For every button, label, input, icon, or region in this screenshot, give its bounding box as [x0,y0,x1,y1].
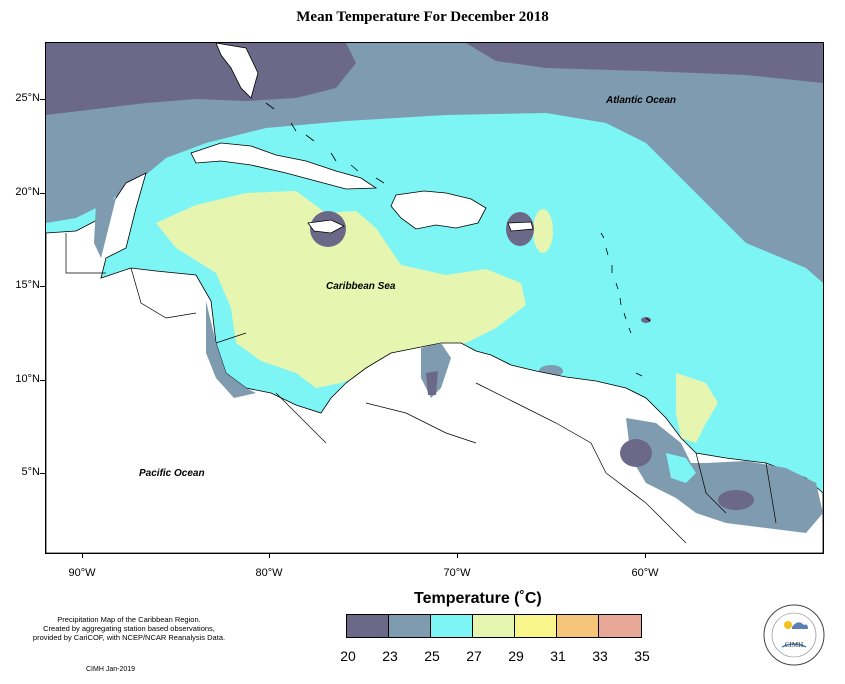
lat-label-15n: 15°N [15,279,40,291]
credits-block: Precipitation Map of the Caribbean Regio… [14,615,244,642]
lat-label-10n: 10°N [15,373,40,385]
label-pacific-ocean: Pacific Ocean [139,468,205,479]
lat-tick [40,193,45,194]
lat-label-20n: 20°N [15,186,40,198]
temp-guianas-cold [718,490,754,510]
legend-swatch-20-23 [347,615,389,637]
temp-guianas-23-25 [626,418,823,533]
land-hispaniola [390,190,487,230]
legend-title: Temperature (˚C) [414,590,542,607]
legend-swatch-33-35 [599,615,641,637]
credits-line-3: provided by CariCOF, with NCEP/NCAR Rean… [32,633,226,642]
lon-label-90w: 90°W [68,567,96,579]
land-florida [215,43,259,99]
legend-tick: 29 [508,648,524,664]
land-jamaica [307,219,345,234]
map-canvas [46,43,823,553]
temp-guianas-cold [620,439,652,467]
legend-swatch-29-31 [515,615,557,637]
land-puerto-rico [507,221,534,232]
temp-venezuela-dark [426,371,438,395]
land-cuba [190,142,378,190]
map-title: Mean Temperature For December 2018 [296,9,549,25]
credits-line-2: Created by aggregating station based obs… [43,624,215,633]
lon-tick [645,553,646,558]
cimh-logo-icon [763,604,825,666]
credits-line-1: Precipitation Map of the Caribbean Regio… [57,615,201,624]
ocean-27-29-caribbean [156,191,526,388]
legend-tick: 20 [340,648,356,664]
bahamas-islands [265,102,385,184]
legend-tick-labels: 20 23 25 27 29 31 33 35 [0,648,845,668]
legend-swatch-27-29 [473,615,515,637]
legend-tick: 33 [592,648,608,664]
legend-tick: 25 [424,648,440,664]
lon-tick [82,553,83,558]
legend-swatch-23-25 [389,615,431,637]
credits-date: CIMH Jan-2019 [86,666,136,673]
ocean-27-29-east [676,373,718,443]
legend-tick: 31 [550,648,566,664]
legend-tick: 23 [382,648,398,664]
lat-tick [40,286,45,287]
temp-pacific-coast [206,301,256,398]
cimh-logo: CIMH [762,603,826,667]
lat-label-25n: 25°N [15,92,40,104]
lon-label-80w: 80°W [255,567,283,579]
ocean-20-23-north [46,43,356,115]
legend-tick: 35 [634,648,650,664]
ocean-27-29-blob [533,209,553,253]
ocean-20-23-northeast [466,43,823,83]
lon-label-70w: 70°W [443,567,471,579]
lat-label-5n: 5°N [21,466,40,478]
legend-tick: 27 [466,648,482,664]
lat-tick [40,99,45,100]
lesser-antilles [600,232,651,377]
label-caribbean-sea: Caribbean Sea [326,281,396,292]
legend-swatch-31-33 [557,615,599,637]
temp-mexico-coast [94,198,116,258]
country-borders [65,233,777,544]
cimh-logo-text: CIMH [784,641,804,649]
lat-tick [40,380,45,381]
ocean-23-25-north [46,43,823,283]
lon-label-60w: 60°W [631,567,659,579]
lat-tick [40,473,45,474]
label-atlantic-ocean: Atlantic Ocean [606,95,677,106]
legend-color-bar [346,614,642,638]
lon-tick [457,553,458,558]
temperature-map: Atlantic Ocean Caribbean Sea Pacific Oce… [45,42,824,554]
temp-guianas-25-27 [666,453,696,483]
lon-tick [269,553,270,558]
legend-swatch-25-27 [431,615,473,637]
temp-spot [641,317,651,323]
